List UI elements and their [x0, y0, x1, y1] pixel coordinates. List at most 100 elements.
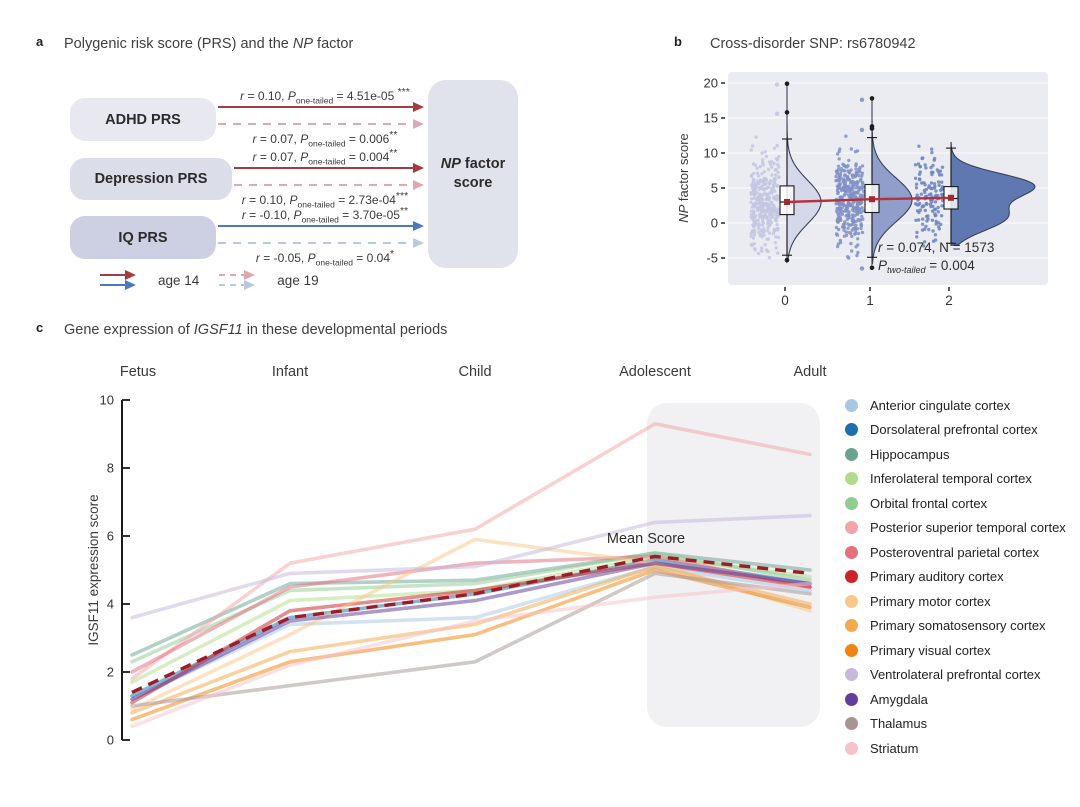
- legend-item: Thalamus: [845, 716, 1077, 731]
- legend-color-dot: [845, 545, 858, 559]
- arrow-legend-label: age 14: [158, 272, 200, 288]
- stat-p-value: = 4.51e-05: [333, 89, 398, 103]
- legend-item-label: Posteroventral parietal cortex: [870, 544, 1040, 560]
- c-stage-label: Fetus: [120, 364, 156, 380]
- arrow-legend: age 14 age 19: [98, 268, 319, 292]
- legend-item: Amygdala: [845, 692, 1077, 707]
- legend-item: Primary somatosensory cortex: [845, 618, 1077, 633]
- half-violin-group-2: [950, 141, 1036, 247]
- panel-c-title-prefix: Gene expression of: [64, 322, 194, 338]
- stat-significance-stars: ***: [395, 190, 409, 202]
- edge-stat-2: r = 0.07, Pone-tailed = 0.004**: [218, 147, 432, 166]
- series-line-6: [130, 554, 812, 674]
- series-line-2: [130, 551, 812, 657]
- arrow-legend-item-age-19: age 19: [217, 268, 319, 292]
- dot-strip-group-1: [834, 134, 866, 260]
- stat-p-subscript: one-tailed: [315, 257, 353, 268]
- stat-p-subscript: one-tailed: [301, 214, 339, 225]
- legend-item: Hippocampus: [845, 446, 1077, 462]
- series-line-5: [130, 421, 812, 681]
- c-ytick-label: 4: [107, 597, 114, 612]
- edge-stat-5: r = -0.05, Pone-tailed = 0.04*: [218, 248, 432, 267]
- legend-color-dot: [845, 447, 858, 461]
- stat-p-subscript: one-tailed: [297, 199, 335, 210]
- stat-p-value: = 0.006: [345, 132, 390, 146]
- dot-strip-group-0: [749, 135, 781, 260]
- c-stage-label: Child: [458, 364, 491, 380]
- stat-r-value: = 0.07,: [256, 132, 301, 146]
- legend-item-label: Ventrolateral prefrontal cortex: [870, 667, 1041, 682]
- panel-c-title-italic: IGSF11: [193, 322, 243, 338]
- np-box-line2: score: [453, 175, 493, 191]
- legend-color-dot: [845, 570, 858, 583]
- c-stage-label: Adult: [793, 364, 826, 380]
- b-ytick-label: -5: [706, 251, 718, 266]
- stat-r-value: = 0.10,: [244, 89, 288, 103]
- panel-a-title: Polygenic risk score (PRS) and the NP fa…: [64, 36, 353, 52]
- legend-color-dot: [845, 423, 858, 436]
- node-iq-prs: IQ PRS: [70, 216, 216, 259]
- legend-item-label: Primary somatosensory cortex: [870, 618, 1046, 633]
- stat-p-value: = 0.004: [345, 150, 390, 164]
- legend-item: Posterior superior temporal cortex: [845, 520, 1077, 535]
- legend-item-label: Primary visual cortex: [870, 642, 991, 658]
- legend-item-label: Inferolateral temporal cortex: [870, 471, 1032, 486]
- stat-p-value: = 0.04: [352, 251, 390, 265]
- legend-color-dot: [845, 472, 858, 485]
- c-stage-label: Infant: [272, 364, 308, 380]
- legend-item: Striatum: [845, 741, 1077, 756]
- edge-stat-1: r = 0.07, Pone-tailed = 0.006**: [218, 129, 432, 148]
- legend-color-dot: [845, 619, 858, 632]
- series-line-12: [130, 561, 812, 702]
- stat-significance-stars: *: [390, 248, 395, 260]
- edge-stat-0: r = 0.10, Pone-tailed = 4.51e-05 ***: [218, 86, 432, 105]
- stat-p: P: [300, 132, 309, 146]
- panel-a-title-italic: NP: [292, 36, 314, 52]
- legend-color-dot: [845, 521, 858, 534]
- arrow-legend-item-age-14: age 14: [98, 268, 199, 292]
- panel-c-title-suffix: in these developmental periods: [242, 322, 448, 338]
- stat-significance-stars: **: [389, 129, 398, 141]
- series-line-11: [130, 513, 812, 620]
- stat-r-value: = 0.10,: [245, 193, 290, 207]
- c-ytick-label: 6: [107, 529, 114, 544]
- c-stage-label: Adolescent: [619, 364, 691, 380]
- stat-significance-stars: **: [399, 205, 409, 217]
- b-ytick-label: 0: [711, 216, 718, 231]
- stat-r: r: [240, 89, 245, 103]
- panel-b-title: Cross-disorder SNP: rs6780942: [710, 36, 916, 52]
- legend-color-dot: [845, 692, 858, 706]
- stat-p: P: [300, 150, 309, 164]
- legend-color-dot: [845, 398, 858, 412]
- series-line-10: [130, 568, 812, 722]
- stat-p-subscript: one-tailed: [308, 138, 346, 149]
- legend-item-label: Dorsolateral prefrontal cortex: [870, 422, 1038, 437]
- legend-item-label: Hippocampus: [870, 446, 950, 462]
- b-ytick-label: 15: [704, 111, 718, 126]
- legend-color-dot: [845, 668, 858, 681]
- edge-stat-3: r = 0.10, Pone-tailed = 2.73e-04***: [218, 190, 432, 209]
- stat-r: r: [252, 150, 257, 164]
- expression-line-chart: Fetus Infant Child Adolescent Adult 0 2 4 6 8 10 Me…: [100, 364, 827, 748]
- stat-p-subscript: one-tailed: [295, 95, 334, 106]
- np-box-italic: NP: [440, 156, 461, 173]
- legend-item: Orbital frontal cortex: [845, 496, 1077, 511]
- stat-p: P: [293, 208, 302, 222]
- solid-arrows-icon: [100, 270, 136, 290]
- panel-a-diagram: ADHD PRS Depression PRS IQ PRS NP factor…: [30, 30, 575, 315]
- mean-score-label: Mean Score: [607, 531, 685, 547]
- legend-item: Primary auditory cortex: [845, 569, 1077, 584]
- legend-item-label: Posterior superior temporal cortex: [870, 520, 1066, 535]
- b-annotation-line1: r = 0.074, N = 1573: [878, 240, 994, 255]
- b-xtick-label: 1: [866, 293, 874, 308]
- legend-item-label: Anterior cingulate cortex: [870, 397, 1011, 413]
- series-line-14: [130, 581, 812, 729]
- dashed-arrows-icon: [219, 270, 256, 290]
- panel-c-title: Gene expression of IGSF11 in these devel…: [64, 322, 447, 338]
- legend-item: Ventrolateral prefrontal cortex: [845, 667, 1077, 682]
- node-np-factor-score: NP factor score: [428, 80, 518, 268]
- series-line-0: [130, 564, 812, 702]
- stat-r-value: = 0.07,: [256, 150, 301, 164]
- stat-p-value: = 3.70e-05: [338, 208, 400, 222]
- c-ytick-label: 10: [100, 393, 114, 408]
